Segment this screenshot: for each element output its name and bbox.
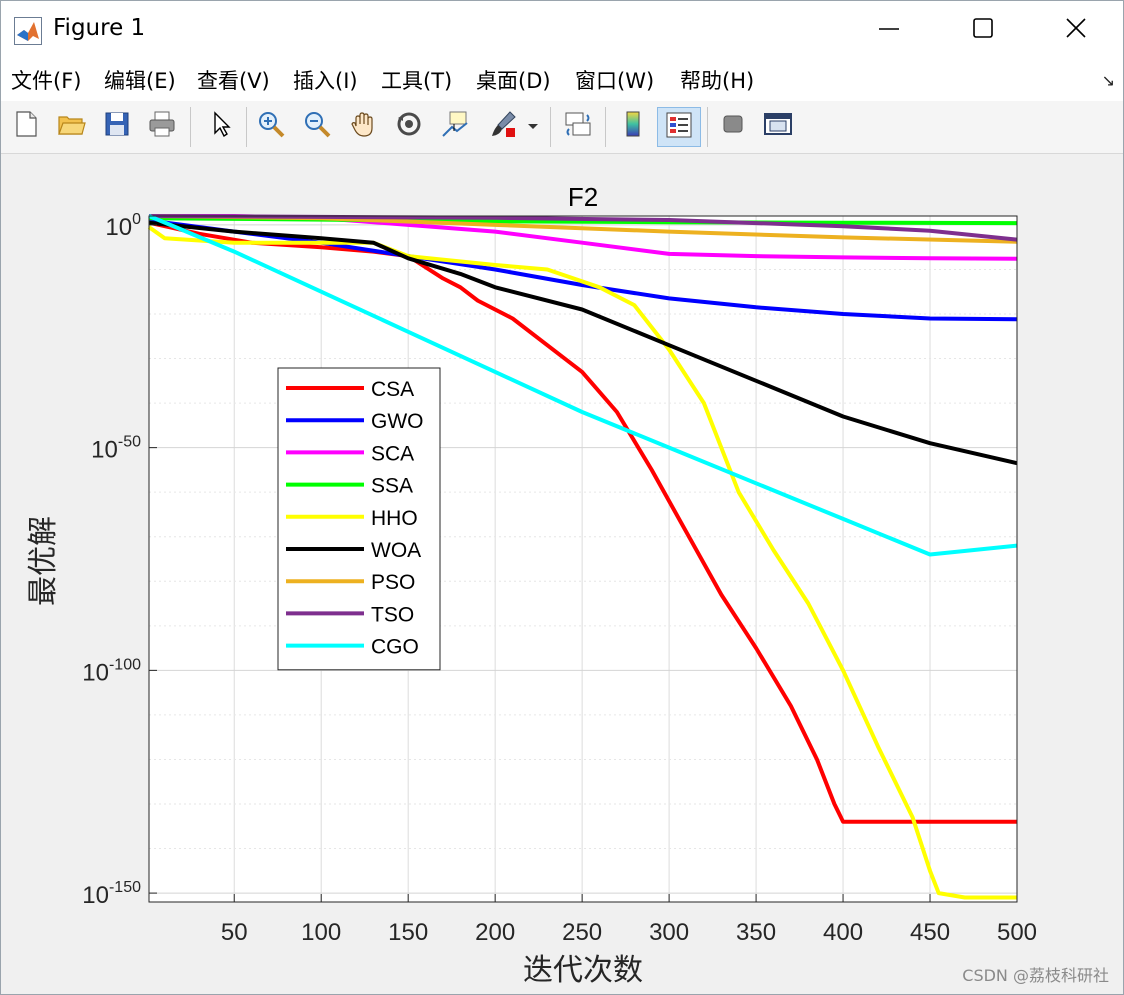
brush-dropdown-button[interactable] [523,107,543,145]
link-plot-button[interactable] [559,107,597,145]
maximize-button[interactable] [937,5,1029,55]
matlab-icon [14,17,42,45]
watermark: CSDN @荔枝科研社 [962,966,1109,985]
series-line-gwo [148,218,1018,322]
series-line-tso [148,214,1018,242]
zoom-in-button[interactable] [252,107,290,145]
data-cursor-button[interactable] [436,107,474,145]
menu-file[interactable]: 文件(F) [11,69,82,93]
zoom-out-icon [302,109,332,143]
brush-icon [488,109,518,143]
x-tick-label: 250 [562,919,602,946]
open-button[interactable] [52,107,90,145]
toolbar-separator [190,107,191,147]
maximize-icon [971,16,995,44]
series-line-cgo [148,214,1018,557]
legend-label-ssa: SSA [371,475,413,498]
colorbar-button[interactable] [614,107,652,145]
x-axis-label: 迭代次数 [523,953,643,988]
y-tick-label: 100 [105,211,141,241]
print-button[interactable] [143,107,181,145]
pointer-icon [205,109,235,143]
legend-label-csa: CSA [371,378,414,401]
legend-label-woa: WOA [371,539,421,562]
dock-arrow-icon[interactable]: ↘ [1101,71,1115,90]
chart[interactable]: 50 100 150 200 250 300 350 400 450 500 100 10-50 10-… [1,154,1123,994]
series-line-woa [148,220,1018,466]
x-tick-label: 150 [388,919,428,946]
close-button[interactable] [1030,5,1122,55]
legend-label-tso: TSO [371,603,414,626]
zoom-in-icon [256,109,286,143]
menu-edit[interactable]: 编辑(E) [104,69,176,93]
y-tick-label: 10-50 [91,434,141,464]
legend-label-cgo: CGO [371,636,419,659]
dock-button[interactable] [759,107,797,145]
figure-canvas-area: 50 100 150 200 250 300 350 400 450 500 100 10-50 10-… [1,154,1123,994]
dock-icon [762,109,794,143]
legend-label-hho: HHO [371,507,418,530]
hide-tools-icon [718,109,748,143]
x-tick-label: 100 [301,919,341,946]
x-tick-label: 350 [736,919,776,946]
x-tick-label: 400 [823,919,863,946]
legend-button[interactable] [657,107,701,147]
legend-label-gwo: GWO [371,410,424,433]
toolbar-separator [707,107,708,147]
x-tick-label: 300 [649,919,689,946]
close-icon [1064,16,1088,44]
window-title: Figure 1 [53,15,146,41]
y-tick-label: 10-150 [82,879,141,909]
data-cursor-icon [440,109,470,143]
toolbar-separator [550,107,551,147]
menu-view[interactable]: 查看(V) [197,69,270,93]
chart-title: F2 [568,182,598,212]
toolbar [1,101,1123,154]
y-axis-label: 最优解 [26,516,61,606]
colorbar-icon [618,109,648,143]
axes-box [148,215,1018,903]
menu-insert[interactable]: 插入(I) [293,69,358,93]
menu-window[interactable]: 窗口(W) [575,69,655,93]
pan-hand-icon [348,109,378,143]
link-plot-icon [563,109,593,143]
minimize-button[interactable] [843,5,935,55]
pointer-button[interactable] [201,107,239,145]
pan-button[interactable] [344,107,382,145]
brush-dropdown-icon [527,117,539,136]
toolbar-separator [605,107,606,147]
rotate-button[interactable] [390,107,428,145]
x-tick-label: 200 [475,919,515,946]
save-button[interactable] [98,107,136,145]
new-figure-icon [11,109,41,143]
menu-tools[interactable]: 工具(T) [381,69,453,93]
menu-bar: 文件(F) 编辑(E) 查看(V) 插入(I) 工具(T) 桌面(D) 窗口(W… [1,59,1123,101]
brush-button[interactable] [484,107,522,145]
x-tick-label: 50 [221,919,248,946]
minimize-icon [877,16,901,44]
legend-label-sca: SCA [371,442,414,465]
hide-tools-button[interactable] [714,107,752,145]
new-figure-button[interactable] [7,107,45,145]
open-folder-icon [56,109,86,143]
x-tick-label: 450 [910,919,950,946]
x-tick-label: 500 [997,919,1037,946]
y-tick-label: 10-100 [82,656,141,686]
series-line-hho [147,225,1017,900]
menu-help[interactable]: 帮助(H) [680,69,755,93]
rotate-3d-icon [394,109,424,143]
menu-desktop[interactable]: 桌面(D) [476,69,551,93]
legend-label-pso: PSO [371,571,415,594]
print-icon [147,109,177,143]
zoom-out-button[interactable] [298,107,336,145]
save-icon [102,109,132,143]
title-bar: Figure 1 [1,1,1123,59]
legend-icon [664,110,694,144]
toolbar-separator [246,107,247,147]
